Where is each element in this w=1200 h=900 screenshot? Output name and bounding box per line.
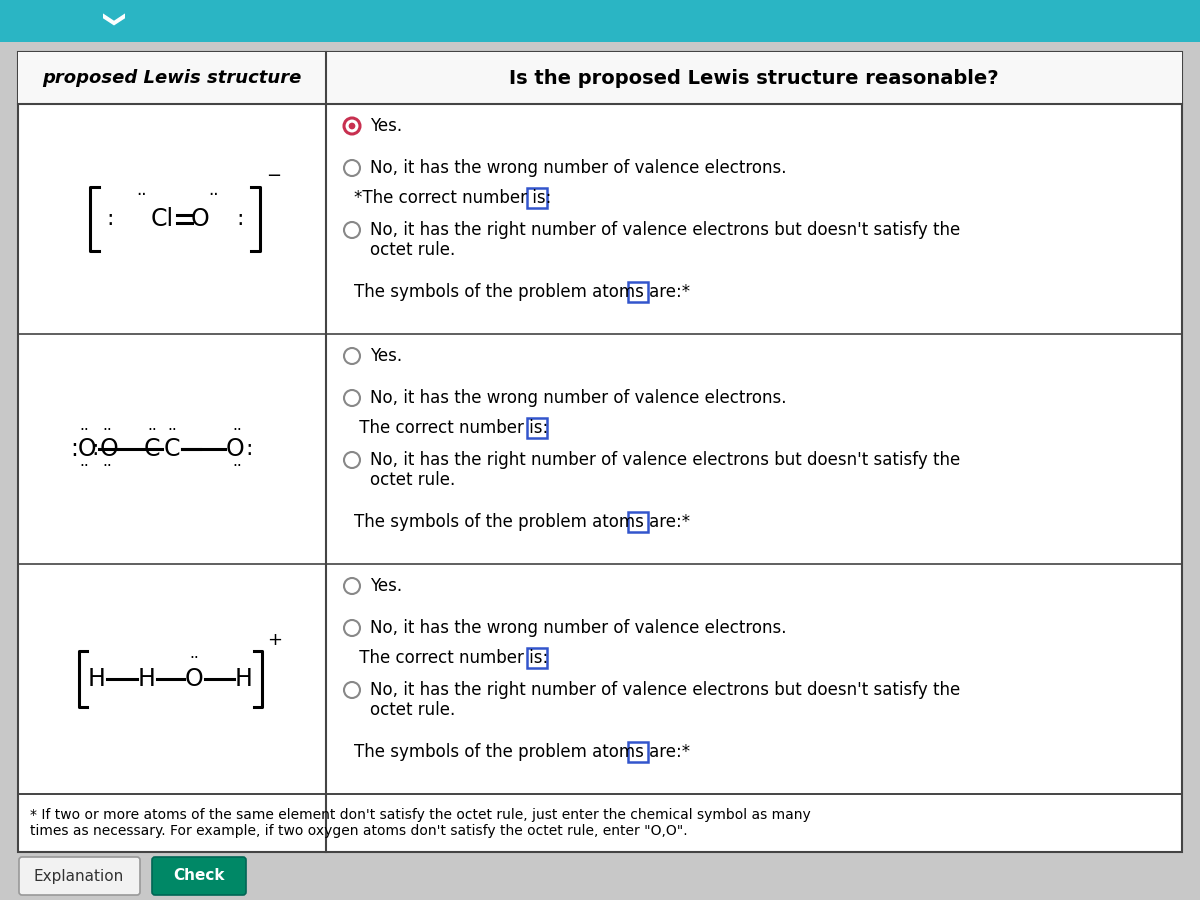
Text: H: H bbox=[235, 667, 253, 691]
Text: ··: ·· bbox=[79, 460, 89, 474]
Text: Explanation: Explanation bbox=[34, 868, 124, 884]
Bar bbox=[628, 742, 648, 762]
Circle shape bbox=[344, 682, 360, 698]
FancyBboxPatch shape bbox=[152, 857, 246, 895]
Text: :O: :O bbox=[71, 437, 97, 461]
Text: * If two or more atoms of the same element don't satisfy the octet rule, just en: * If two or more atoms of the same eleme… bbox=[30, 808, 811, 838]
Text: ··: ·· bbox=[102, 460, 112, 474]
Text: O: O bbox=[100, 437, 119, 461]
Text: ❯: ❯ bbox=[98, 12, 121, 31]
Bar bbox=[527, 418, 547, 438]
Text: No, it has the right number of valence electrons but doesn't satisfy the: No, it has the right number of valence e… bbox=[370, 681, 960, 699]
Text: octet rule.: octet rule. bbox=[370, 241, 455, 259]
Circle shape bbox=[349, 122, 355, 130]
Circle shape bbox=[344, 118, 360, 134]
Text: :: : bbox=[107, 209, 114, 229]
Text: The correct number is:: The correct number is: bbox=[354, 419, 553, 437]
Text: C: C bbox=[163, 437, 180, 461]
Text: The symbols of the problem atoms are:*: The symbols of the problem atoms are:* bbox=[354, 283, 690, 301]
Text: No, it has the wrong number of valence electrons.: No, it has the wrong number of valence e… bbox=[370, 619, 786, 637]
Text: Is the proposed Lewis structure reasonable?: Is the proposed Lewis structure reasonab… bbox=[509, 68, 998, 87]
Text: O: O bbox=[226, 437, 245, 461]
Circle shape bbox=[344, 578, 360, 594]
Bar bbox=[628, 512, 648, 532]
Bar bbox=[628, 282, 648, 302]
Bar bbox=[18, 52, 1182, 852]
Text: :: : bbox=[245, 439, 253, 459]
Circle shape bbox=[344, 620, 360, 636]
Text: ··: ·· bbox=[190, 652, 199, 667]
Text: Yes.: Yes. bbox=[370, 117, 402, 135]
Text: Check: Check bbox=[173, 868, 224, 884]
Text: No, it has the wrong number of valence electrons.: No, it has the wrong number of valence e… bbox=[370, 389, 786, 407]
Text: Yes.: Yes. bbox=[370, 577, 402, 595]
Text: H: H bbox=[88, 667, 106, 691]
Text: The correct number is:: The correct number is: bbox=[354, 649, 553, 667]
Text: ··: ·· bbox=[148, 424, 157, 438]
Text: O: O bbox=[191, 207, 209, 231]
Text: octet rule.: octet rule. bbox=[370, 701, 455, 719]
Text: O: O bbox=[185, 667, 203, 691]
Text: C: C bbox=[144, 437, 161, 461]
Circle shape bbox=[344, 222, 360, 238]
Text: ··: ·· bbox=[79, 424, 89, 438]
Text: −: − bbox=[266, 167, 281, 185]
Bar bbox=[18, 52, 1182, 104]
Text: Cl: Cl bbox=[150, 207, 174, 231]
Circle shape bbox=[344, 160, 360, 176]
Circle shape bbox=[344, 348, 360, 364]
Bar bbox=[527, 648, 547, 668]
Text: ··: ·· bbox=[232, 460, 242, 474]
FancyBboxPatch shape bbox=[19, 857, 140, 895]
Text: ··: ·· bbox=[137, 186, 148, 204]
Text: H: H bbox=[138, 667, 156, 691]
Text: ··: ·· bbox=[102, 424, 112, 438]
Text: Yes.: Yes. bbox=[370, 347, 402, 365]
Circle shape bbox=[344, 452, 360, 468]
Bar bbox=[527, 188, 547, 208]
Text: ··: ·· bbox=[232, 424, 242, 438]
Circle shape bbox=[344, 390, 360, 406]
Text: No, it has the right number of valence electrons but doesn't satisfy the: No, it has the right number of valence e… bbox=[370, 221, 960, 239]
Text: ··: ·· bbox=[209, 186, 220, 204]
Text: ··: ·· bbox=[167, 424, 176, 438]
Text: proposed Lewis structure: proposed Lewis structure bbox=[42, 69, 301, 87]
Text: *The correct number is:: *The correct number is: bbox=[354, 189, 557, 207]
Text: +: + bbox=[266, 631, 282, 649]
Text: The symbols of the problem atoms are:*: The symbols of the problem atoms are:* bbox=[354, 743, 690, 761]
Text: :: : bbox=[236, 209, 244, 229]
Text: No, it has the wrong number of valence electrons.: No, it has the wrong number of valence e… bbox=[370, 159, 786, 177]
Text: The symbols of the problem atoms are:*: The symbols of the problem atoms are:* bbox=[354, 513, 690, 531]
Text: octet rule.: octet rule. bbox=[370, 471, 455, 489]
Text: No, it has the right number of valence electrons but doesn't satisfy the: No, it has the right number of valence e… bbox=[370, 451, 960, 469]
Bar bbox=[0, 0, 1200, 42]
Text: :: : bbox=[91, 439, 98, 459]
